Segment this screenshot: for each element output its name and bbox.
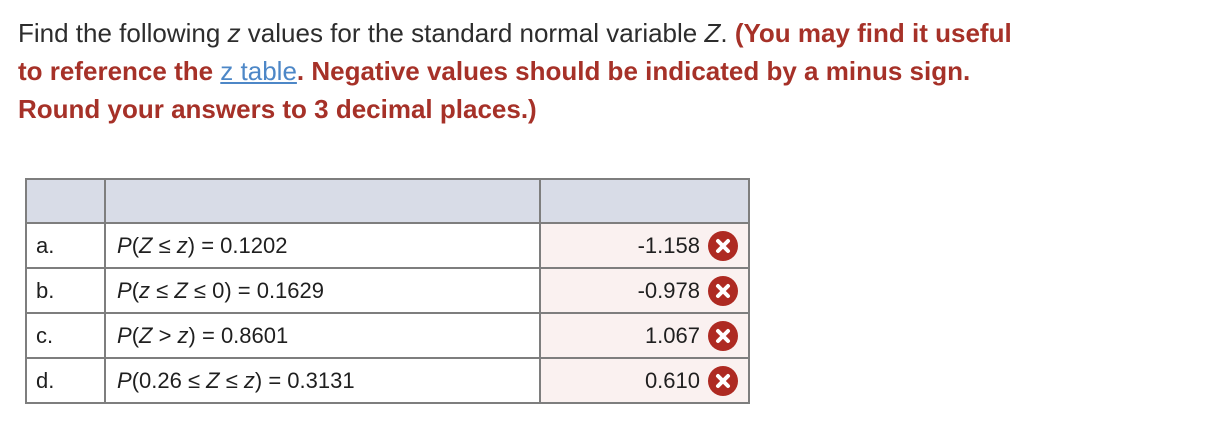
expr-var: z	[139, 277, 151, 303]
variable-z-upper: Z	[704, 18, 721, 48]
row-label: d.	[25, 357, 106, 404]
question-instruction-bold: to reference the	[18, 56, 221, 86]
answer-value: 1.067	[644, 322, 700, 348]
expr-p: P	[117, 277, 132, 303]
expr-text: (	[131, 232, 140, 258]
expr-text: ) = 0.1202	[187, 232, 288, 258]
expr-p: P	[117, 367, 132, 393]
question-line-3: Round your answers to 3 decimal places.)	[18, 90, 1214, 128]
expr-text: (0.26 ≤	[131, 367, 207, 393]
answer-cell: -0.978	[539, 267, 750, 314]
question-text: .	[720, 18, 735, 48]
answer-value: -1.158	[637, 232, 700, 258]
answer-cell: -1.158	[539, 222, 750, 269]
probability-expression: P(Z ≤ z) = 0.1202	[104, 222, 541, 269]
question-line-1: Find the following z values for the stan…	[18, 14, 1214, 52]
table-row: d. P(0.26 ≤ Z ≤ z) = 0.3131 0.610	[25, 357, 750, 404]
expr-p: P	[117, 322, 132, 348]
question-text: values for the standard normal variable	[240, 18, 705, 48]
expr-var: Z	[174, 277, 188, 303]
answer-cell: 0.610	[539, 357, 750, 404]
header-cell-label	[25, 178, 106, 224]
z-table-link[interactable]: z table	[220, 56, 297, 86]
expr-text: ) = 0.3131	[254, 367, 355, 393]
answer-value: -0.978	[637, 277, 700, 303]
expr-text: >	[152, 322, 178, 348]
row-label: b.	[25, 267, 106, 314]
expr-var: z	[176, 232, 188, 258]
answers-table: a. P(Z ≤ z) = 0.1202 -1.158 b. P(z ≤ Z ≤…	[25, 178, 750, 404]
table-row: a. P(Z ≤ z) = 0.1202 -1.158	[25, 222, 750, 269]
row-label: c.	[25, 312, 106, 359]
answer-cell: 1.067	[539, 312, 750, 359]
expr-text: ) = 0.8601	[188, 322, 289, 348]
answer-value: 0.610	[644, 367, 700, 393]
variable-z-lower: z	[227, 18, 241, 48]
question-instruction-bold: Round your answers to 3 decimal places.)	[18, 94, 537, 124]
table-row: b. P(z ≤ Z ≤ 0) = 0.1629 -0.978	[25, 267, 750, 314]
expr-p: P	[117, 232, 132, 258]
question-text: Find the following	[18, 18, 228, 48]
expr-var: Z	[139, 232, 153, 258]
probability-expression: P(Z > z) = 0.8601	[104, 312, 541, 359]
expr-var: z	[243, 367, 255, 393]
question-instruction-bold: . Negative values should be indicated by…	[296, 56, 971, 86]
question-prompt: Find the following z values for the stan…	[18, 14, 1214, 128]
expr-text: ≤	[152, 232, 177, 258]
expr-text: ≤	[150, 277, 175, 303]
incorrect-icon	[708, 230, 738, 261]
probability-expression: P(z ≤ Z ≤ 0) = 0.1629	[104, 267, 541, 314]
probability-expression: P(0.26 ≤ Z ≤ z) = 0.3131	[104, 357, 541, 404]
expr-text: (	[131, 277, 140, 303]
expr-var: Z	[206, 367, 220, 393]
header-cell-answer	[539, 178, 750, 224]
expr-var: z	[177, 322, 189, 348]
incorrect-icon	[708, 365, 738, 396]
incorrect-icon	[708, 275, 738, 306]
expr-text: ≤ 0) = 0.1629	[187, 277, 325, 303]
question-line-2: to reference the z table. Negative value…	[18, 52, 1214, 90]
question-instruction-bold: (You may find it useful	[734, 18, 1012, 48]
header-cell-expression	[104, 178, 541, 224]
incorrect-icon	[708, 320, 738, 351]
table-header-row	[25, 178, 750, 224]
expr-text: ≤	[219, 367, 244, 393]
row-label: a.	[25, 222, 106, 269]
table-row: c. P(Z > z) = 0.8601 1.067	[25, 312, 750, 359]
expr-var: Z	[139, 322, 153, 348]
expr-text: (	[131, 322, 140, 348]
